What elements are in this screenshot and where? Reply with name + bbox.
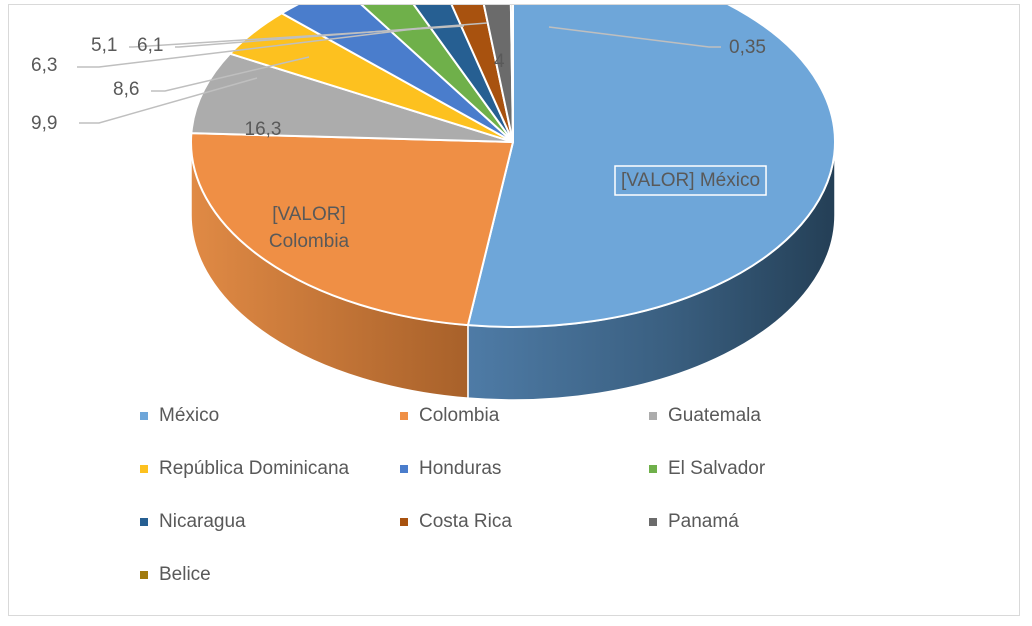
legend-swatch <box>400 465 408 473</box>
chart-frame: [VALOR] México [VALOR] Colombia 16,3 9,9 8,6 6… <box>8 4 1020 616</box>
data-label-honduras: 8,6 <box>113 79 139 100</box>
legend-label: Costa Rica <box>419 511 512 532</box>
legend-item-costa-rica: Costa Rica <box>400 510 512 534</box>
legend-swatch <box>140 412 148 420</box>
data-label-colombia: [VALOR] Colombia <box>269 204 350 252</box>
data-label-republica-dominicana: 9,9 <box>31 113 57 134</box>
legend-label: Nicaragua <box>159 511 246 532</box>
legend-item-colombia: Colombia <box>400 404 499 428</box>
legend-swatch <box>649 465 657 473</box>
legend-swatch <box>140 465 148 473</box>
pie-slice-costa-rica <box>450 5 514 143</box>
legend-item-republica-dominicana: República Dominicana <box>140 457 349 481</box>
legend-item-el-salvador: El Salvador <box>649 457 765 481</box>
pie-slice-belice <box>509 5 514 143</box>
legend-label: Colombia <box>419 405 500 426</box>
pie-slice-panama <box>482 5 514 143</box>
pie-slice-honduras <box>280 5 514 143</box>
legend-swatch <box>140 571 148 579</box>
pie-slice-colombia <box>190 132 514 327</box>
legend-swatch <box>400 518 408 526</box>
leader-line-honduras <box>151 56 310 92</box>
leader-line-republica-dominicana <box>79 77 258 124</box>
leader-line-costa-rica <box>175 22 488 48</box>
legend-label: México <box>159 405 220 426</box>
pie-slice-guatemala <box>190 52 514 143</box>
data-label-costa-rica: 6,1 <box>137 35 163 56</box>
data-label-guatemala: 16,3 <box>245 119 282 140</box>
legend-label: El Salvador <box>668 458 766 479</box>
legend-item-guatemala: Guatemala <box>649 404 761 428</box>
legend-item-panama: Panamá <box>649 510 739 534</box>
legend-label: Honduras <box>419 458 502 479</box>
data-label-belice: 0,35 <box>729 37 766 58</box>
data-label-box-mexico <box>614 165 767 196</box>
legend-label: Belice <box>159 564 211 585</box>
legend-swatch <box>649 412 657 420</box>
legend-swatch <box>400 412 408 420</box>
legend-item-mexico: México <box>140 404 219 428</box>
data-label-nicaragua: 5,1 <box>91 35 117 56</box>
leader-line-el-salvador <box>77 26 432 68</box>
pie-slice-el-salvador <box>360 5 514 143</box>
legend-label: Panamá <box>668 511 739 532</box>
pie-chart: [VALOR] México [VALOR] Colombia 16,3 9,9 8,6 6… <box>31 5 837 401</box>
legend-label: República Dominicana <box>159 458 350 479</box>
leader-line-belice <box>548 26 721 48</box>
legend-label: Guatemala <box>668 405 761 426</box>
legend-item-belice: Belice <box>140 563 211 587</box>
data-label-mexico: [VALOR] México <box>621 170 760 191</box>
legend-swatch <box>649 518 657 526</box>
data-label-panama: 4 <box>494 51 505 72</box>
data-label-el-salvador: 6,3 <box>31 55 57 76</box>
legend-item-nicaragua: Nicaragua <box>140 510 246 534</box>
legend-item-honduras: Honduras <box>400 457 501 481</box>
legend-swatch <box>140 518 148 526</box>
